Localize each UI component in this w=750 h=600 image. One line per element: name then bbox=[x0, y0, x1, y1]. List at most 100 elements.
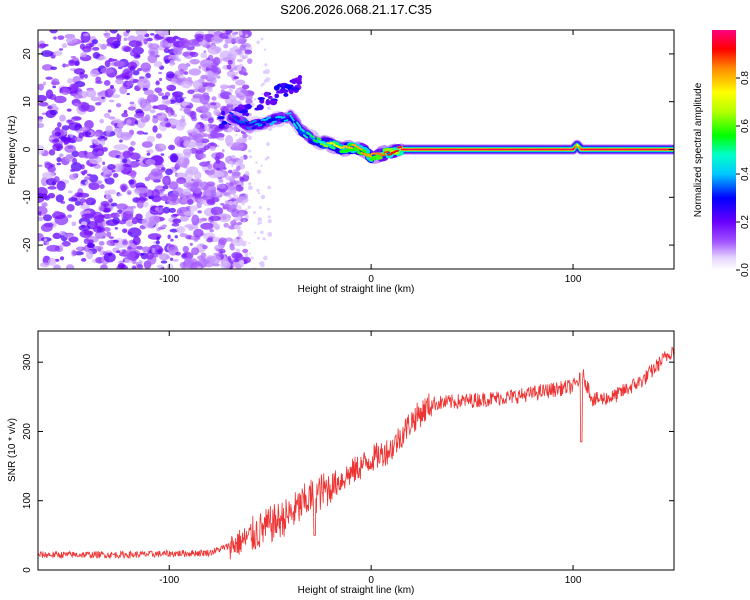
spectrogram-cell bbox=[69, 133, 74, 138]
tone-track-segment bbox=[306, 131, 312, 136]
spectrogram-cell bbox=[111, 94, 121, 99]
spectrogram-y-label: Frequency (Hz) bbox=[7, 116, 18, 185]
spectrogram-cell bbox=[129, 65, 136, 72]
spectrogram-cell bbox=[196, 266, 202, 269]
spectrogram-cell bbox=[79, 43, 86, 50]
spectrogram-cell bbox=[80, 164, 85, 170]
spectrogram-cell bbox=[163, 48, 170, 54]
spectrogram-cell bbox=[213, 160, 226, 171]
spectrogram-cell bbox=[39, 262, 50, 268]
spectrogram-cell bbox=[202, 133, 209, 138]
spectrogram-cell bbox=[172, 218, 182, 224]
spectrogram-cell bbox=[231, 171, 241, 179]
spectrogram-cell bbox=[134, 112, 145, 119]
spectrogram-cell bbox=[239, 63, 243, 68]
spectrogram-cell bbox=[151, 188, 160, 198]
spectrogram-cell bbox=[68, 236, 79, 243]
spectrogram-cell bbox=[156, 236, 160, 241]
spectrogram-cell bbox=[88, 182, 100, 190]
spectrogram-cell bbox=[52, 138, 60, 143]
spectrogram-cell bbox=[188, 225, 194, 231]
spectrogram-cell bbox=[175, 251, 181, 256]
spectrogram-cell bbox=[153, 61, 163, 68]
spectrogram-cell bbox=[105, 125, 113, 133]
spectrogram-cell bbox=[134, 120, 139, 125]
spectrogram-cell bbox=[48, 149, 56, 156]
snr-panel: -100 0 100 0 100 200 300 Height of straight l… bbox=[7, 330, 675, 596]
tone-track-segment bbox=[251, 120, 257, 123]
spectrogram-cell bbox=[176, 177, 187, 184]
spectrogram-cell bbox=[131, 265, 137, 269]
spectrogram-cell bbox=[249, 155, 253, 159]
spectrogram-cell bbox=[254, 231, 257, 234]
spectrogram-cell bbox=[49, 93, 57, 100]
spectrogram-cell bbox=[155, 245, 160, 250]
spectrogram-cell bbox=[188, 134, 199, 141]
spectrogram-cell bbox=[82, 33, 90, 37]
spectrogram-cell bbox=[190, 236, 195, 241]
spectrogram-cell bbox=[85, 104, 96, 113]
spectrogram-cell bbox=[146, 150, 150, 153]
spectrogram-cell bbox=[236, 216, 242, 221]
spectrogram-cell bbox=[243, 54, 249, 59]
spectrogram-cell bbox=[263, 255, 268, 261]
spectrogram-cell bbox=[59, 256, 65, 261]
spectrogram-cell bbox=[114, 226, 118, 230]
spectrogram-cell bbox=[40, 213, 45, 216]
spectrogram-cell bbox=[84, 176, 92, 181]
spectrogram-cell bbox=[89, 163, 94, 168]
spectrogram-cell bbox=[51, 78, 59, 84]
spectrogram-cell bbox=[258, 205, 262, 209]
spectrogram-cell bbox=[80, 224, 86, 228]
spectrogram-cell bbox=[84, 73, 88, 79]
spectrogram-cell bbox=[219, 118, 225, 122]
spectrogram-cell bbox=[216, 167, 220, 171]
spectrogram-cell bbox=[230, 220, 237, 227]
spectrogram-cell bbox=[239, 95, 245, 101]
spectrogram-cell bbox=[242, 112, 250, 117]
tone-track-segment bbox=[364, 152, 370, 157]
spectrogram-cell bbox=[66, 108, 72, 112]
spectrogram-cell bbox=[257, 217, 263, 222]
spectrogram-cell bbox=[191, 247, 200, 256]
spectrogram-cell bbox=[158, 253, 170, 261]
spectrogram-cell bbox=[138, 259, 143, 265]
spectrogram-cell bbox=[183, 182, 191, 188]
spectrogram-cell bbox=[97, 150, 103, 154]
spectrogram-cell bbox=[144, 176, 151, 182]
spectrogram-cell bbox=[207, 163, 213, 170]
tone-track-segment bbox=[329, 145, 336, 150]
spectrogram-cell bbox=[237, 212, 246, 217]
spectrogram-cell bbox=[267, 215, 271, 219]
spectrogram-cell bbox=[176, 36, 181, 39]
spectrogram-cell bbox=[232, 45, 238, 50]
spectrogram-cell bbox=[158, 71, 163, 75]
spectrogram-cell bbox=[122, 68, 133, 79]
spectrogram-cell bbox=[48, 257, 57, 266]
spectrogram-y-tick-label: -20 bbox=[22, 237, 33, 252]
spectrogram-cell bbox=[89, 144, 96, 149]
tone-track-segment bbox=[257, 124, 263, 127]
spectrogram-cell bbox=[145, 251, 155, 260]
spectrogram-cell bbox=[229, 94, 233, 98]
spectrogram-cell bbox=[104, 190, 110, 196]
spectrogram-cell bbox=[84, 151, 99, 159]
tone-track-segment bbox=[240, 120, 246, 124]
colorbar-tick-label: 0.4 bbox=[740, 167, 750, 181]
spectrogram-cell bbox=[236, 197, 244, 202]
spectrogram-cell bbox=[260, 260, 265, 265]
tone-track-segment bbox=[256, 124, 264, 130]
spectrogram-cell bbox=[239, 32, 243, 36]
spectrogram-cell bbox=[294, 77, 302, 83]
spectrogram-cell bbox=[168, 181, 179, 190]
spectrogram-cell bbox=[169, 228, 179, 233]
spectrogram-cell bbox=[162, 206, 171, 214]
spectrogram-cell bbox=[64, 154, 75, 162]
spectrogram-cell bbox=[250, 256, 254, 260]
spectrogram-cell bbox=[238, 160, 241, 163]
spectrogram-cell bbox=[283, 92, 289, 97]
spectrogram-cell bbox=[160, 195, 169, 201]
spectrogram-cell bbox=[53, 95, 67, 104]
spectrogram-cell bbox=[103, 33, 109, 36]
spectrogram-cell bbox=[42, 172, 55, 179]
